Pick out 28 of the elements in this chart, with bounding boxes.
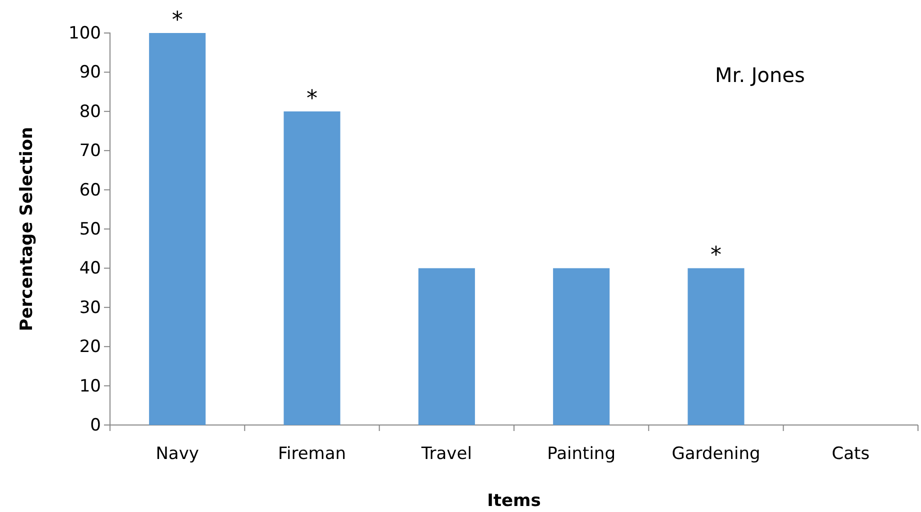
x-tick-label: Navy: [156, 444, 199, 464]
y-tick-label: 40: [79, 258, 101, 279]
bar: [553, 268, 610, 425]
x-tick-label: Travel: [420, 444, 472, 464]
y-tick-label: 60: [79, 180, 101, 200]
bar: [149, 33, 206, 425]
y-tick-label: 90: [79, 62, 101, 83]
x-tick-label: Painting: [547, 444, 616, 464]
y-tick-label: 70: [79, 141, 101, 162]
y-tick-label: 30: [79, 298, 101, 318]
annotation: *: [306, 86, 318, 112]
annotation: *: [710, 243, 722, 268]
y-tick-label: 50: [79, 219, 101, 240]
y-tick-label: 80: [79, 102, 101, 122]
annotation: Mr. Jones: [715, 63, 805, 87]
y-tick-label: 0: [90, 415, 101, 436]
y-tick-label: 20: [79, 337, 101, 358]
x-tick-label: Fireman: [278, 444, 346, 464]
bar: [284, 111, 340, 425]
x-axis-title: Items: [487, 491, 541, 511]
y-tick-label: 10: [79, 376, 101, 396]
y-axis-title: Percentage Selection: [17, 126, 37, 332]
bar: [418, 268, 475, 425]
x-tick-label: Gardening: [672, 444, 760, 464]
x-tick-label: Cats: [832, 444, 870, 464]
y-tick-label: 100: [68, 23, 101, 44]
annotation: *: [172, 8, 183, 33]
bar: [688, 268, 744, 425]
